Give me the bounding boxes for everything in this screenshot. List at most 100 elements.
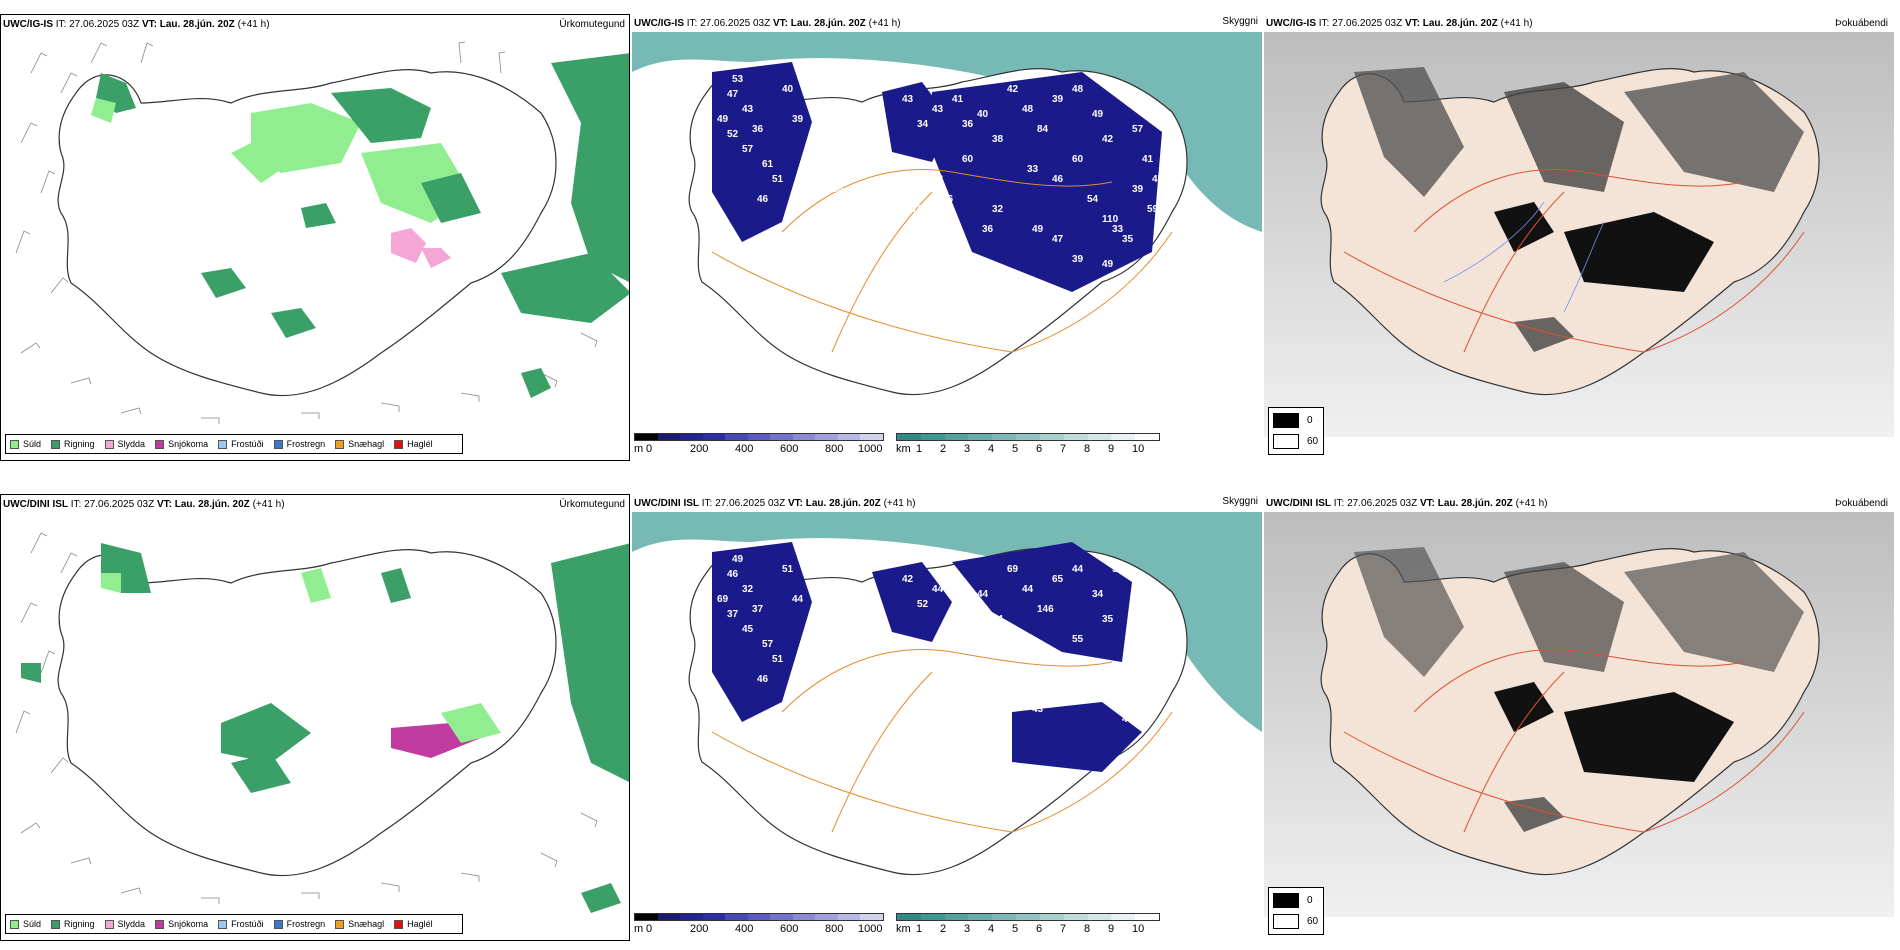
visibility-tick: 7: [1060, 923, 1067, 935]
visibility-tick: 1: [916, 443, 923, 455]
visibility-value-label: 44: [932, 584, 944, 595]
legend-item: Haglél: [394, 439, 433, 449]
visibility-labels: 5347434952573661514640394334434136403842…: [717, 74, 1164, 270]
visibility-value-label: 39: [792, 114, 804, 125]
visibility-value-label: 55: [1072, 634, 1084, 645]
visibility-value-label: 39: [1072, 254, 1084, 265]
visibility-value-label: 45: [1152, 174, 1164, 185]
visibility-value-label: 40: [782, 84, 794, 95]
visibility-value-label: 43: [902, 94, 914, 105]
visibility-value-label: 59: [1147, 204, 1159, 215]
visibility-value-label: 42: [902, 574, 914, 585]
fog-swatch: [1273, 914, 1299, 929]
precip-panel-row2: UWC/DINI ISL IT: 27.06.2025 03Z VT: Lau.…: [0, 494, 630, 941]
legend-item: Rigning: [51, 919, 95, 929]
visibility-value-label: 60: [1072, 154, 1084, 165]
low-ceiling-areas: [712, 542, 1142, 772]
visibility-tick: 2: [940, 923, 947, 935]
legend-swatch: [51, 439, 61, 449]
visibility-value-label: 177: [1132, 664, 1149, 675]
visibility-value-label: 51: [782, 564, 794, 575]
visibility-colorbar: km 1 2 3 4 5 6 7 8 9 10: [896, 433, 1160, 457]
legend-item: Súld: [10, 439, 41, 449]
wind-barbs: [15, 532, 598, 904]
visibility-tick: 9: [1108, 443, 1115, 455]
ceiling-tick: 600: [780, 443, 799, 455]
visibility-value-label: 57: [1132, 124, 1144, 135]
panel-type-label: Þokuábendi: [1835, 498, 1888, 509]
visibility-value-label: 35: [1102, 614, 1114, 625]
visibility-bar-swatches: [896, 913, 1160, 921]
visibility-value-label: 57: [762, 639, 774, 650]
precip-legend: Súld Rigning Slydda Snjókoma Frostúði Fr…: [5, 434, 463, 454]
legend-swatch: [155, 439, 165, 449]
visibility-value-label: 46: [757, 674, 769, 685]
visibility-value-label: 47: [727, 89, 739, 100]
ceiling-unit: m: [634, 923, 644, 935]
visibility-value-label: 71: [1152, 654, 1164, 665]
visibility-value-label: 36: [752, 124, 764, 135]
visibility-value-label: 49: [1092, 109, 1104, 120]
ceiling-colorbar: m 0 200 400 600 800 1000: [634, 433, 884, 457]
visibility-value-label: 45: [1122, 714, 1134, 725]
fog-map: [1264, 512, 1894, 917]
visibility-map: 4946326937453757514651444252445150446469…: [632, 512, 1262, 917]
ceiling-tick: 0: [646, 443, 653, 455]
legend-item: Slydda: [104, 919, 145, 929]
visibility-panel-row1: UWC/IG-IS IT: 27.06.2025 03Z VT: Lau. 28…: [632, 14, 1262, 461]
visibility-tick: 4: [988, 923, 995, 935]
legend-item: Rigning: [51, 439, 95, 449]
visibility-value-label: 50: [812, 164, 824, 175]
visibility-value-label: 43: [1032, 704, 1044, 715]
legend-item: Snjókoma: [155, 919, 208, 929]
visibility-tick: 8: [1084, 923, 1091, 935]
ceiling-tick: 800: [825, 443, 844, 455]
visibility-value-label: 60: [962, 154, 974, 165]
visibility-value-label: 68: [932, 174, 944, 185]
visibility-value-label: 51: [772, 174, 784, 185]
visibility-value-label: 37: [752, 604, 764, 615]
visibility-value-label: 54: [1087, 194, 1099, 205]
visibility-value-label: 52: [727, 129, 739, 140]
precip-areas: [91, 53, 629, 398]
visibility-value-label: 41: [952, 94, 964, 105]
panel-type-label: Úrkomutegund: [559, 499, 625, 510]
visibility-value-label: 130: [1147, 684, 1164, 695]
ceiling-tick: 400: [735, 923, 754, 935]
panel-type-label: Skyggni: [1222, 16, 1258, 27]
visibility-value-label: 49: [1102, 259, 1114, 270]
panel-type-label: Skyggni: [1222, 496, 1258, 507]
visibility-value-label: 48: [1072, 84, 1084, 95]
visibility-value-label: 46: [757, 194, 769, 205]
legend-swatch: [104, 439, 114, 449]
precip-map: [15, 41, 629, 424]
fog-legend-row: 60: [1273, 914, 1318, 929]
fog-swatch: [1273, 434, 1299, 449]
visibility-value-label: 65: [1052, 574, 1064, 585]
visibility-value-label: 69: [1007, 564, 1019, 575]
visibility-value-label: 34: [917, 119, 929, 130]
visibility-value-label: 69: [717, 594, 729, 605]
visibility-tick: 4: [988, 443, 995, 455]
visibility-bar-swatches: [896, 433, 1160, 441]
visibility-value-label: 37: [727, 609, 739, 620]
visibility-tick: 3: [964, 443, 971, 455]
roads: [711, 649, 1173, 833]
visibility-value-label: 47: [1112, 84, 1124, 95]
visibility-value-label: 36: [962, 119, 974, 130]
visibility-value-label: 40: [977, 109, 989, 120]
visibility-value-label: 46: [727, 569, 739, 580]
visibility-tick: 10: [1132, 443, 1145, 455]
legend-swatch: [335, 919, 345, 929]
legend-item: Frostúði: [218, 919, 264, 929]
visibility-value-label: 49: [717, 114, 729, 125]
low-ceiling-areas: [712, 62, 1162, 292]
visibility-value-label: 66: [832, 184, 844, 195]
panel-title: UWC/IG-IS IT: 27.06.2025 03Z VT: Lau. 28…: [3, 19, 270, 30]
visibility-value-label: 35: [1122, 234, 1134, 245]
panel-title: UWC/DINI ISL IT: 27.06.2025 03Z VT: Lau.…: [634, 498, 916, 509]
visibility-value-label: 86: [1052, 654, 1064, 665]
fog-legend-row: 60: [1273, 434, 1318, 449]
legend-item: Frostregn: [273, 439, 325, 449]
fog-panel-row2: UWC/DINI ISL IT: 27.06.2025 03Z VT: Lau.…: [1264, 494, 1900, 941]
